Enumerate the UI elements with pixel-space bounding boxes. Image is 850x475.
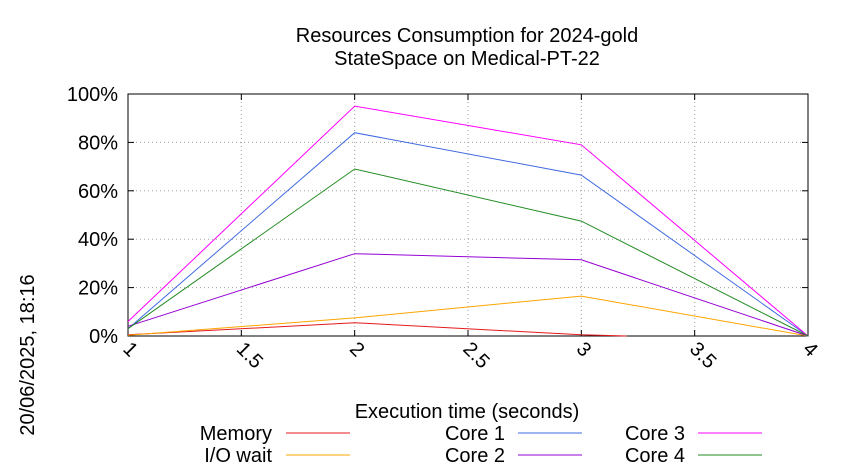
x-tick-label: 1.5	[232, 338, 267, 373]
legend-label: Core 3	[625, 423, 685, 445]
x-tick-label: 2.5	[458, 338, 493, 373]
chart-subtitle: StateSpace on Medical-PT-22	[334, 48, 600, 70]
series-line-core-3	[127, 105, 809, 337]
legend-label: Core 2	[445, 445, 505, 467]
timestamp-label: 20/06/2025, 18:16	[17, 274, 39, 435]
y-tick-label: 100%	[67, 84, 118, 106]
x-tick-label: 4	[798, 338, 821, 361]
y-tick-label: 80%	[78, 132, 118, 154]
series-line-memory	[127, 322, 627, 337]
legend-label: Memory	[200, 423, 272, 445]
x-tick-label: 1	[118, 338, 141, 361]
y-tick-label: 60%	[78, 181, 118, 203]
legend-label: I/O wait	[204, 445, 272, 467]
series-lines	[127, 105, 809, 337]
x-axis-label: Execution time (seconds)	[355, 401, 580, 423]
chart-title: Resources Consumption for 2024-gold	[296, 25, 638, 47]
series-line-core-1	[127, 132, 809, 337]
x-tick-label: 3.5	[685, 338, 720, 373]
series-line-core-4	[127, 168, 809, 337]
x-tick-label: 2	[345, 338, 368, 361]
y-tick-label: 40%	[78, 229, 118, 251]
legend-label: Core 1	[445, 423, 505, 445]
grid	[128, 94, 808, 336]
y-ticks: 0% 20% 40% 60% 80% 100%	[67, 84, 808, 348]
series-line-core-2	[127, 253, 809, 337]
x-ticks: 1 1.5 2 2.5 3 3.5 4	[118, 94, 822, 373]
y-tick-label: 0%	[89, 326, 118, 348]
y-tick-label: 20%	[78, 278, 118, 300]
series-line-i-o-wait	[127, 295, 809, 337]
legend-label: Core 4	[625, 445, 685, 467]
x-tick-label: 3	[572, 338, 595, 361]
